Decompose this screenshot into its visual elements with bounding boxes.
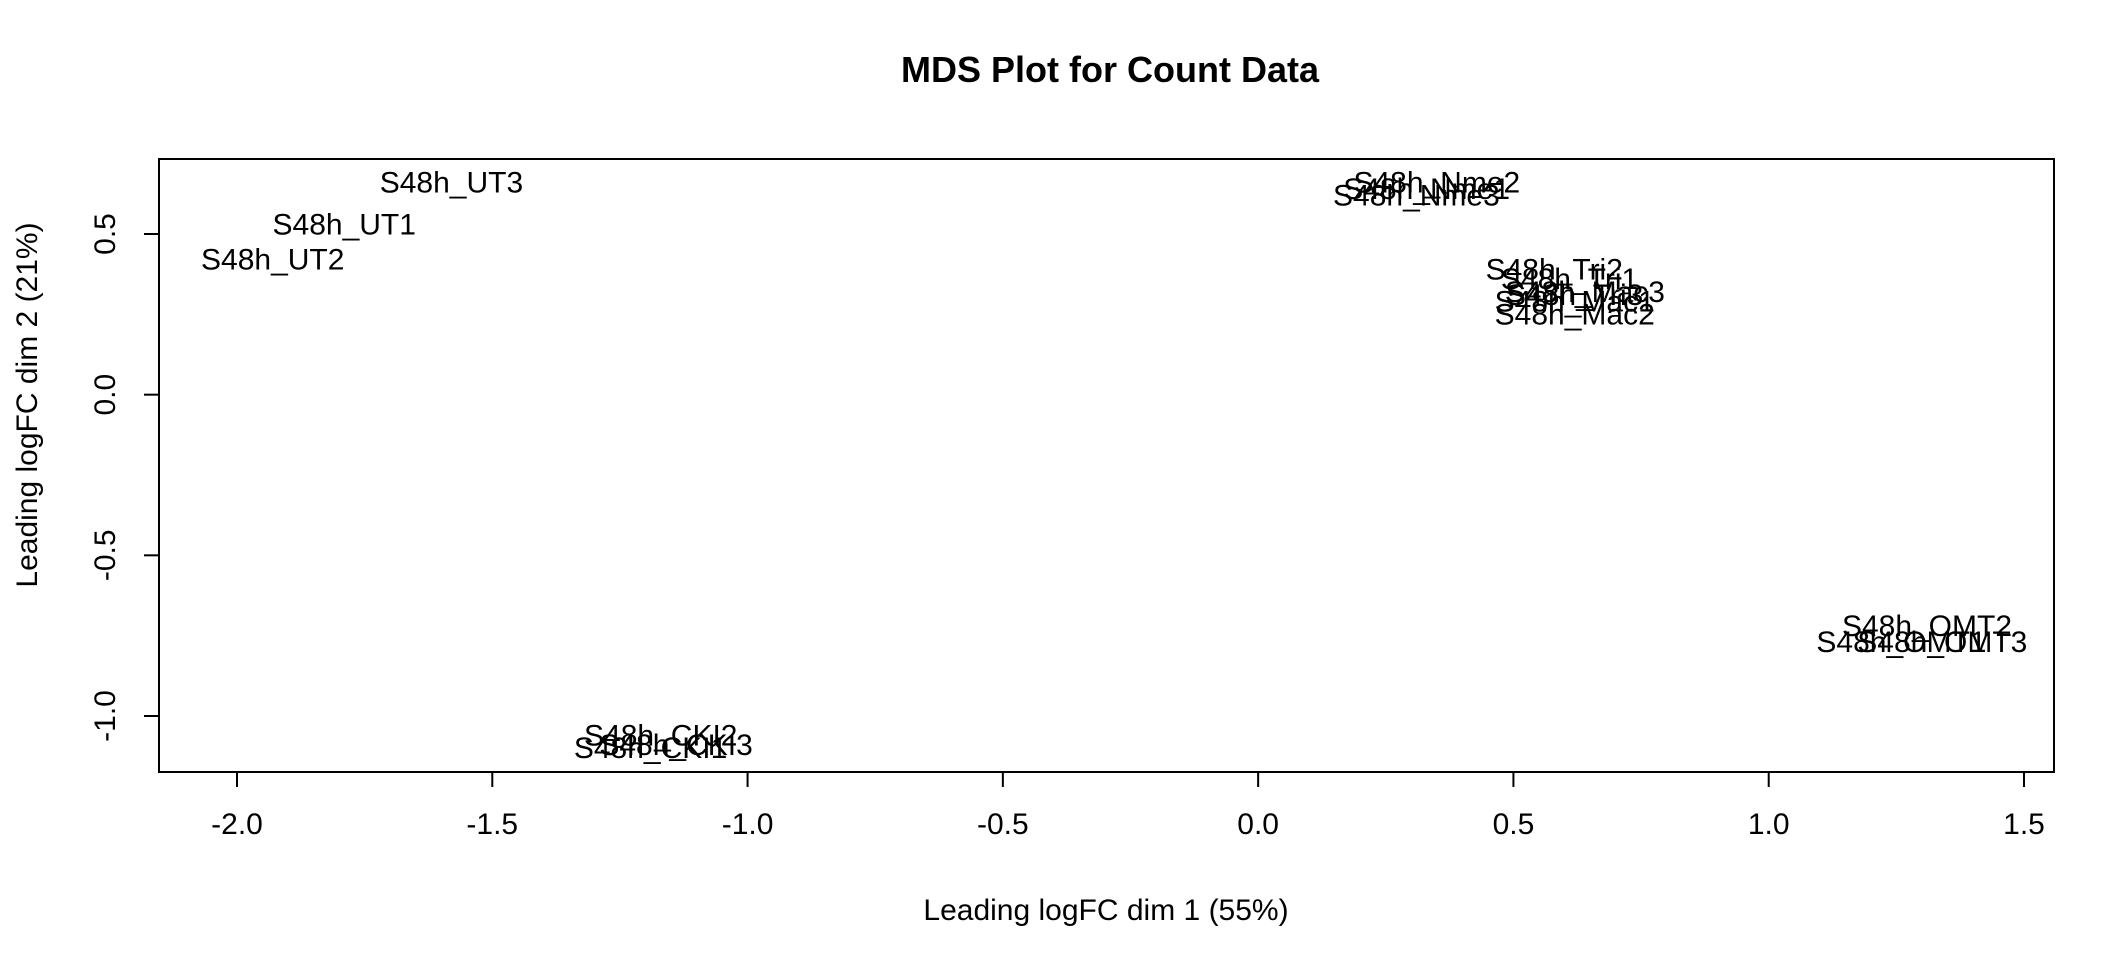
x-tick-label: 0.5 [1493, 808, 1535, 841]
point-label: S48h_Nme3 [1333, 179, 1500, 212]
point-label: S48h_CKI3 [599, 729, 752, 762]
x-tick-label: -0.5 [977, 808, 1029, 841]
point-label: S48h_Tri3 [1506, 279, 1643, 312]
point-label: S48h_CKI1 [574, 732, 727, 765]
point-label: S48h_UT1 [273, 208, 416, 241]
y-axis: -1.0 -0.5 0.0 0.5 [89, 213, 160, 742]
point-label: S48h_OMT1 [1816, 626, 1986, 659]
chart-title: MDS Plot for Count Data [901, 49, 1320, 90]
point-label: S48h_OMT3 [1857, 626, 2027, 659]
point-label: S48h_OMT2 [1842, 610, 2012, 643]
y-tick-label: -1.0 [89, 690, 122, 742]
point-label: S48h_Nme2 [1353, 167, 1520, 200]
point-label: S48h_Tri2 [1486, 253, 1623, 286]
point-label: S48h_Mac1 [1495, 285, 1655, 318]
x-tick-label: -1.5 [466, 808, 518, 841]
point-label: S48h_Tri1 [1501, 263, 1638, 296]
y-tick-label: 0.0 [89, 374, 122, 416]
x-tick-label: 1.0 [1748, 808, 1790, 841]
point-label: S48h_Nme1 [1343, 173, 1510, 206]
point-label: S48h_CKI2 [584, 719, 737, 752]
x-tick-label: 0.0 [1237, 808, 1279, 841]
point-label: S48h_UT2 [201, 244, 344, 277]
x-tick-label: -2.0 [211, 808, 263, 841]
y-tick-label: -0.5 [89, 529, 122, 581]
x-tick-label: -1.0 [722, 808, 774, 841]
y-axis-label: Leading logFC dim 2 (21%) [11, 222, 44, 587]
y-tick-label: 0.5 [89, 213, 122, 255]
x-axis: -2.0 -1.5 -1.0 -0.5 0.0 0.5 1.0 1.5 [211, 771, 2045, 841]
point-label: S48h_Mac3 [1505, 276, 1665, 309]
point-label: S48h_UT3 [380, 167, 523, 200]
x-axis-label: Leading logFC dim 1 (55%) [923, 894, 1288, 927]
x-tick-label: 1.5 [2003, 808, 2045, 841]
point-label: S48h_Mac2 [1495, 298, 1655, 331]
plot-frame [158, 158, 2055, 773]
